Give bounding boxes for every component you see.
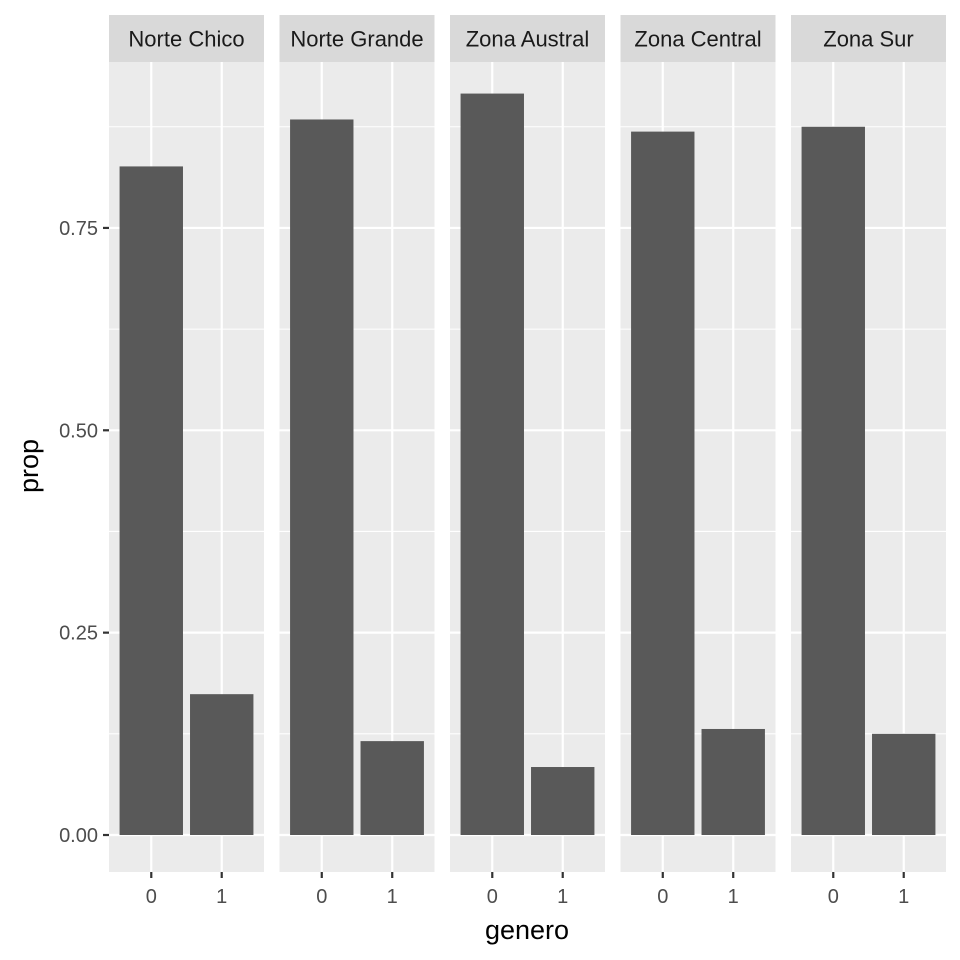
facet-strip (279, 15, 435, 62)
facet-label: Zona Austral (466, 27, 590, 52)
facet-panel: Zona Central 0 1 (620, 15, 776, 908)
bar (119, 166, 183, 836)
facet-label: Norte Chico (128, 27, 244, 52)
facet-strip (620, 15, 776, 62)
bar (801, 126, 865, 836)
x-tick-label: 1 (728, 886, 739, 908)
y-tick-label: 0.00 (59, 825, 98, 847)
x-tick-label: 1 (557, 886, 568, 908)
bar (872, 733, 936, 836)
bar (460, 93, 524, 836)
x-tick-label: 1 (387, 886, 398, 908)
bar (190, 694, 254, 836)
bar (531, 767, 595, 836)
y-tick-label: 0.25 (59, 623, 98, 645)
facet-strip (109, 15, 264, 62)
facet-label: Zona Sur (823, 27, 914, 52)
facet-panel: Norte Chico 0 1 (109, 15, 264, 908)
facet-label: Norte Grande (290, 27, 423, 52)
facet-panel: Zona Austral 0 1 (450, 15, 605, 908)
bar (701, 728, 765, 836)
bar (631, 131, 695, 836)
x-tick-label: 0 (828, 886, 839, 908)
x-tick-label: 0 (316, 886, 327, 908)
x-tick-label: 0 (487, 886, 498, 908)
bar (290, 119, 354, 836)
x-tick-label: 1 (898, 886, 909, 908)
y-axis: 0.00 0.25 0.50 0.75 (59, 218, 109, 847)
x-axis-title: genero (485, 915, 569, 945)
y-tick-label: 0.50 (59, 420, 98, 442)
x-tick-label: 0 (657, 886, 668, 908)
facet-label: Zona Central (634, 27, 761, 52)
facet-strip (450, 15, 605, 62)
facet-panel: Zona Sur 0 1 (791, 15, 946, 908)
x-tick-label: 1 (216, 886, 227, 908)
facet-strip (791, 15, 946, 62)
y-axis-title: prop (14, 439, 44, 493)
facet-panel: Norte Grande 0 1 (279, 15, 435, 908)
y-tick-label: 0.75 (59, 218, 98, 240)
facet-panels: Norte Chico 0 1 Norte Grande 0 1 Zona Austral 0… (109, 15, 946, 908)
bar (360, 741, 424, 836)
x-tick-label: 0 (146, 886, 157, 908)
